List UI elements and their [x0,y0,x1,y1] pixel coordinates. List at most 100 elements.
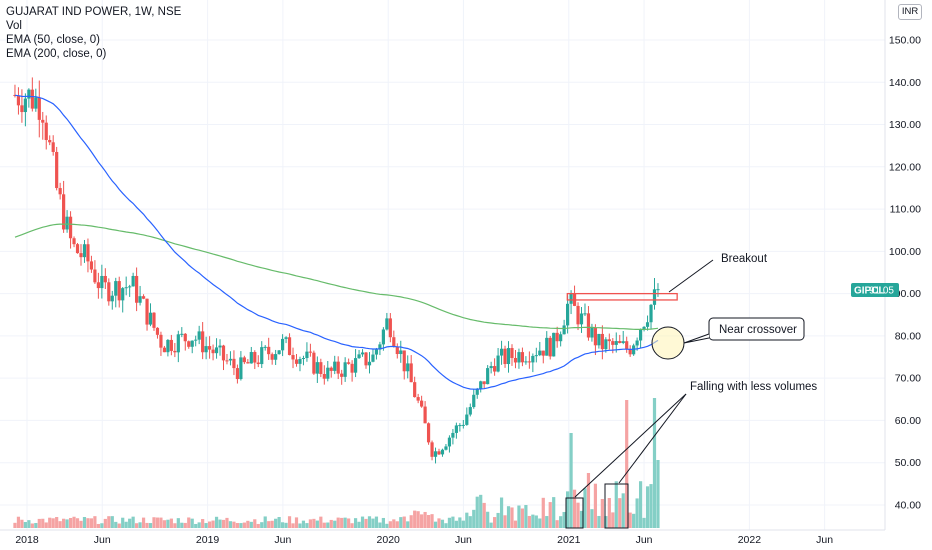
candle-body [385,318,389,330]
candle-body [340,373,344,377]
volume-bar [343,517,347,528]
volume-bar [225,517,229,528]
volumes-label: Falling with less volumes [690,381,817,393]
volume-bar [534,515,538,528]
volume-bar [197,522,201,528]
candle-body [187,341,191,347]
volume-bar [527,515,531,528]
volume-bar [416,511,420,528]
price-tick-label: 120.00 [889,161,921,173]
volume-bar [604,516,608,528]
ema-200-line [14,223,659,330]
candle-body [267,346,271,355]
candle-body [420,400,424,407]
candle-body [638,329,643,341]
volume-bar [260,522,264,528]
candle-body [68,216,73,239]
time-axis: 2018 Jun 2019 Jun 2020 Jun 2021 Jun 2022 Jun [15,534,833,546]
candle-body [37,97,41,120]
candle-body [607,339,611,342]
volume-bar [48,517,52,528]
currency-badge[interactable]: INR [898,4,922,20]
volume-bar [329,519,333,528]
candle-body [41,119,45,123]
candle-body [114,281,118,296]
candle-body [472,394,476,408]
volume-bar [625,400,629,528]
volume-bar [13,522,17,528]
candle-body [395,346,399,355]
volume-bar [378,522,382,528]
price-label-value: 91.05 [869,286,894,297]
candle-body [82,244,87,258]
volume-bar [183,522,187,528]
candle-body [280,338,285,351]
candle-body [319,362,323,375]
volume-bar [593,483,598,528]
volume-bar [121,517,125,528]
volume-bar [531,514,535,528]
volume-bar [308,519,312,528]
candle-body [148,312,153,325]
volume-bar [110,516,114,528]
volume-bar [413,510,417,528]
candle-body [138,296,142,303]
candle-body [538,350,542,356]
volume-bar [489,522,493,528]
candle-body [548,337,552,357]
volume-bar [541,497,545,528]
volume-bar [614,481,618,528]
candle-body [117,281,121,301]
volume-bar [402,516,406,528]
breakout-label: Breakout [721,253,768,265]
volume-bar [96,523,100,528]
volume-bar [479,494,483,528]
candle-body [221,345,226,361]
candle-body [409,363,413,383]
candle-body [173,350,177,353]
candle-body [444,446,448,450]
candle-body [121,288,125,301]
indicator-ema200[interactable]: EMA (200, close, 0) [6,48,107,60]
volume-bar [326,522,330,528]
price-tick-label: 70.00 [895,373,921,385]
candle-body [110,295,114,302]
volume-bar [611,512,615,528]
candle-body [62,194,66,230]
candle-body [625,341,629,349]
candle-body [600,333,604,350]
candle-body [322,374,326,379]
volume-bar [82,517,87,528]
candle-body [645,322,650,327]
indicator-ema50[interactable]: EMA (50, close, 0) [6,34,100,46]
volume-bar [131,516,135,528]
candle-body [378,344,382,350]
candle-body [576,305,580,325]
candle-body [329,367,333,371]
volume-bar [520,508,525,528]
volume-bar [336,517,340,528]
candle-body [239,357,243,380]
candle-body [520,352,525,363]
volume-bar [555,520,559,528]
volume-bar [506,506,511,528]
volume-bar [357,521,361,528]
candle-body [649,304,653,323]
candle-body [426,423,431,443]
volume-bar [68,517,73,528]
volume-bar [294,517,299,528]
volume-bar [173,523,177,528]
candle-body [169,339,173,351]
volume-highlight-box-1 [565,497,584,529]
volume-bar [656,460,660,528]
candle-body [152,312,156,328]
volume-bar [62,518,66,528]
candle-body [510,348,514,358]
candle-body [284,337,288,339]
price-tick-label: 90.00 [895,288,921,300]
volume-bar [638,481,643,528]
indicator-vol[interactable]: Vol [6,20,22,32]
candle-body [34,97,38,109]
volume-bar [34,523,38,528]
